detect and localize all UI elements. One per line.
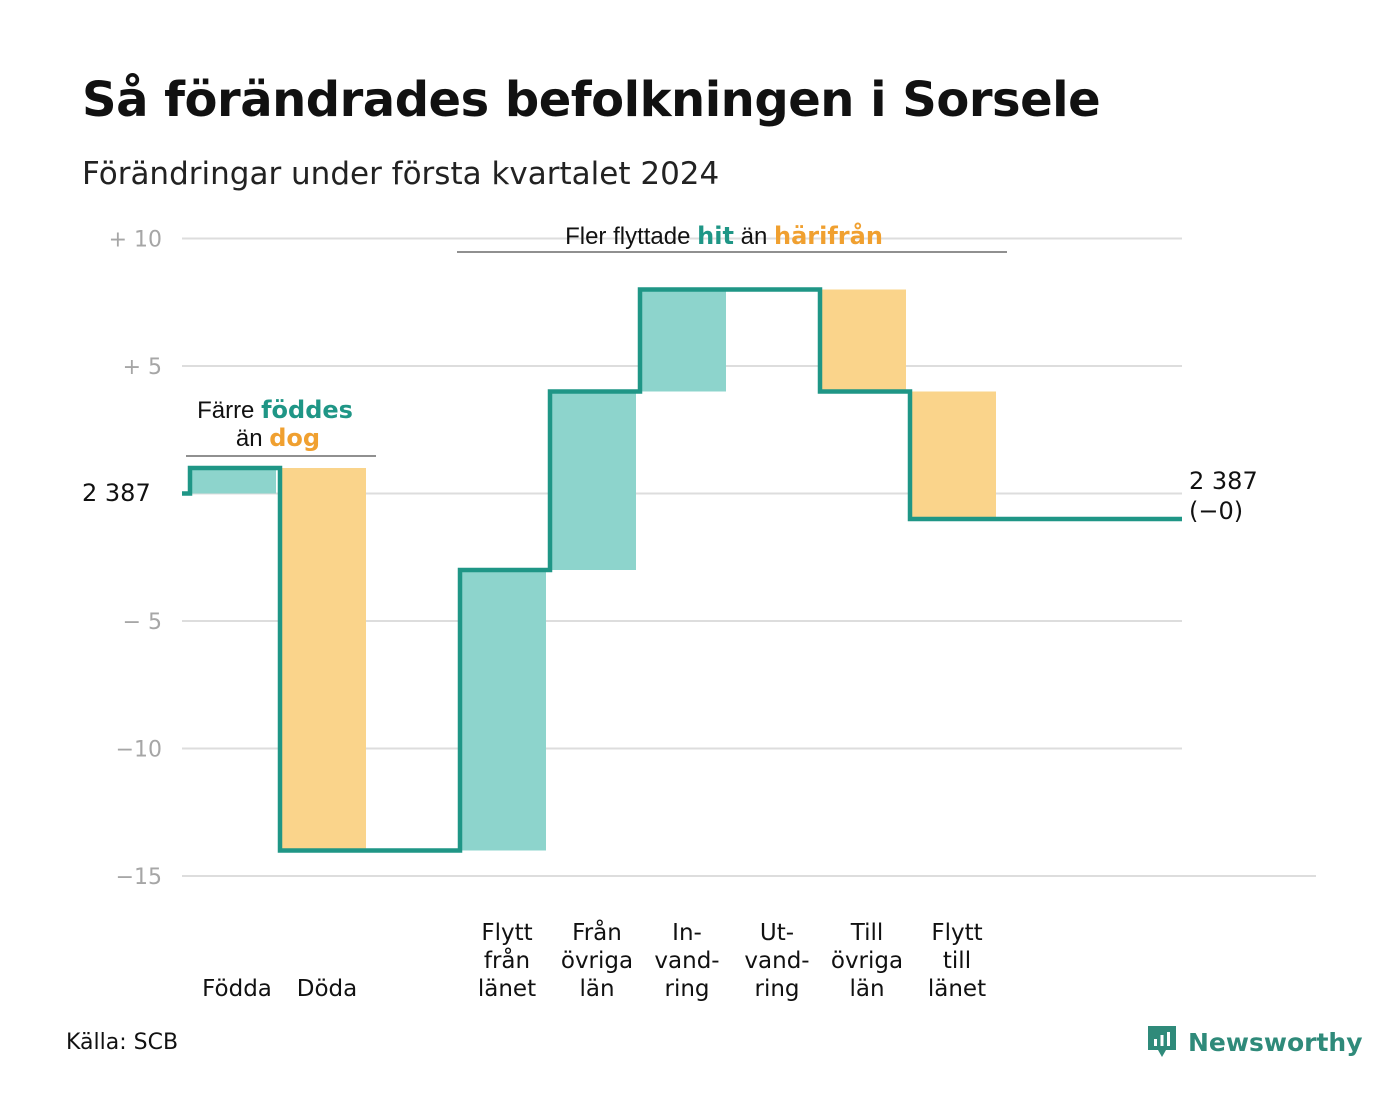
bar	[192, 468, 276, 494]
category-label: Döda	[297, 976, 357, 1002]
chart-subtitle: Förändringar under första kvartalet 2024	[82, 156, 720, 192]
migration-annotation: Fler flyttade hit än härifrån	[565, 221, 883, 250]
births-annotation-line1: Färre föddes	[197, 396, 353, 424]
category-label: övriga	[561, 948, 633, 974]
y-tick-label: −15	[116, 865, 162, 890]
brand-logo: Newsworthy	[1146, 1024, 1363, 1060]
y-tick-label: + 5	[123, 355, 162, 380]
category-label: länet	[928, 976, 986, 1002]
cumulative-step-line	[182, 287, 1182, 853]
chart-title: Så förändrades befolkningen i Sorsele	[82, 72, 1101, 128]
bar	[912, 391, 996, 519]
category-label: län	[579, 976, 614, 1002]
bar	[552, 391, 636, 570]
bar	[282, 468, 366, 851]
category-label: Flytt	[481, 920, 532, 946]
bar	[462, 570, 546, 851]
births-annotation-line2: än dog	[236, 424, 320, 452]
category-label: vand-	[744, 948, 809, 974]
births-annotation-highlight: föddes	[261, 396, 353, 424]
brand-name: Newsworthy	[1188, 1027, 1363, 1057]
category-label: Ut-	[760, 920, 794, 946]
category-label: Födda	[202, 976, 272, 1002]
migration-annotation-middle: än	[741, 223, 768, 250]
end-value-label: 2 387	[1189, 467, 1258, 495]
y-tick-label: − 5	[123, 610, 162, 635]
migration-annotation-hit: hit	[697, 222, 734, 250]
newsworthy-logo-icon	[1148, 1026, 1176, 1057]
category-labels: Födda DödaFlyttfrånlänetFrånövrigalänIn-v…	[202, 918, 986, 1002]
y-tick-label: + 10	[109, 228, 162, 253]
category-label: till	[943, 948, 971, 974]
source-note: Källa: SCB	[66, 1030, 179, 1055]
category-label: vand-	[654, 948, 719, 974]
y-axis-ticks: + 10 + 5 − 5 −10 −15	[109, 228, 162, 891]
category-label: In-	[672, 920, 702, 946]
category-label: Från	[572, 918, 622, 946]
category-label: län	[849, 976, 884, 1002]
bar	[822, 289, 906, 392]
category-label: övriga	[831, 948, 903, 974]
migration-annotation-harifran: härifrån	[774, 221, 883, 250]
migration-annotation-prefix: Fler flyttade	[565, 223, 690, 250]
category-label: Flytt	[931, 920, 982, 946]
y-tick-label: −10	[116, 738, 162, 763]
bar	[642, 289, 726, 392]
category-label: ring	[754, 976, 799, 1002]
end-change-label: (−0)	[1189, 497, 1243, 525]
baseline-label: 2 387	[82, 479, 151, 507]
category-label: ring	[664, 976, 709, 1002]
bars	[182, 287, 1182, 853]
category-label: länet	[478, 976, 536, 1002]
deaths-annotation-highlight: dog	[269, 424, 320, 452]
category-label: Till	[850, 920, 884, 946]
deaths-annotation-prefix: än	[236, 425, 263, 452]
annotations: Färre föddes än dog Fler flyttade hit än…	[186, 221, 1007, 457]
births-annotation-prefix: Färre	[197, 397, 254, 424]
category-label: från	[484, 946, 530, 974]
